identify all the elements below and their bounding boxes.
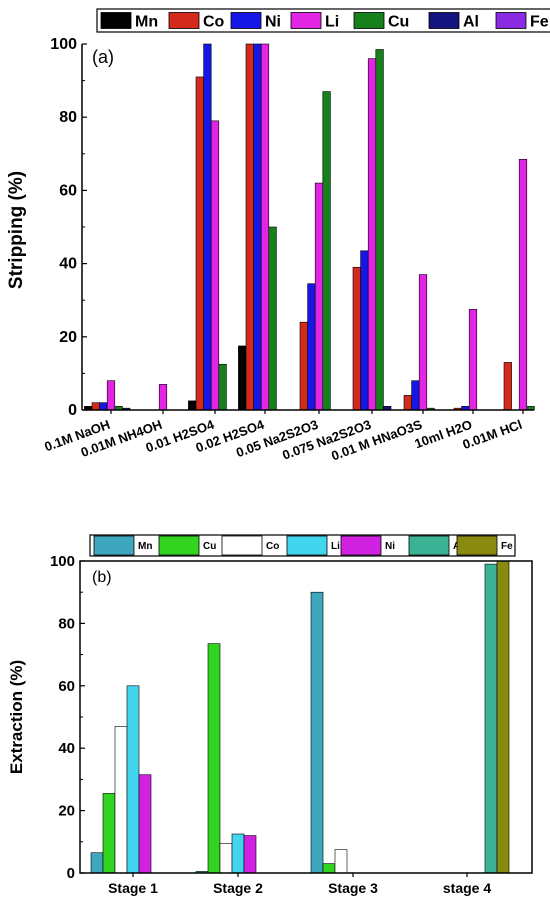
x-tick-label: Stage 1 bbox=[108, 880, 158, 896]
bar-ni-2 bbox=[243, 835, 257, 874]
legend-label-mn: Mn bbox=[135, 13, 158, 30]
x-tick-label: Stage 3 bbox=[328, 880, 378, 896]
bar-co-3 bbox=[195, 76, 204, 411]
bar-mn-1 bbox=[90, 852, 104, 874]
legend: MnCuCoLiNiAlFe bbox=[89, 534, 516, 557]
bar-li-6 bbox=[367, 58, 377, 411]
bar-fe-4 bbox=[496, 560, 510, 874]
y-tick-label: 40 bbox=[58, 740, 75, 757]
y-axis-title: Extraction (%) bbox=[7, 660, 26, 774]
legend-swatch-co bbox=[168, 12, 200, 29]
bar-li-5 bbox=[314, 182, 324, 411]
bar-co-1 bbox=[91, 402, 100, 411]
bar-li-4 bbox=[260, 43, 270, 411]
bar-cu-3 bbox=[322, 863, 336, 874]
bar-li-8 bbox=[468, 309, 478, 411]
bar-li-9 bbox=[518, 158, 528, 411]
legend-label-fe: Fe bbox=[530, 13, 549, 30]
y-tick-label: 20 bbox=[58, 803, 75, 820]
bar-ni-6 bbox=[360, 250, 369, 411]
legend-swatch-mn bbox=[93, 535, 135, 556]
bar-ni-1 bbox=[99, 402, 108, 411]
bar-cu-4 bbox=[268, 226, 277, 411]
legend-swatch-cu bbox=[158, 535, 200, 556]
x-tick-label: stage 4 bbox=[443, 880, 491, 896]
x-tick-label: Stage 2 bbox=[213, 880, 263, 896]
bar-cu-3 bbox=[218, 363, 227, 411]
legend-swatch-fe bbox=[495, 12, 527, 29]
legend-label-cu: Cu bbox=[203, 541, 216, 552]
y-tick-label: 100 bbox=[50, 36, 77, 53]
legend-label-mn: Mn bbox=[138, 541, 152, 552]
legend-box bbox=[96, 8, 550, 33]
bar-cu-2 bbox=[207, 643, 221, 874]
legend-swatch-li bbox=[290, 12, 322, 29]
y-tick-label: 40 bbox=[59, 256, 77, 273]
panel-label: (b) bbox=[92, 569, 112, 586]
y-tick-label: 60 bbox=[58, 678, 75, 695]
legend-swatch-li bbox=[286, 535, 328, 556]
legend-swatch-al bbox=[408, 535, 450, 556]
legend-swatch-ni bbox=[230, 12, 262, 29]
bar-co-3 bbox=[334, 849, 348, 874]
bar-co-1 bbox=[114, 726, 128, 874]
panel-label: (a) bbox=[92, 47, 114, 67]
legend: Mn Co Ni Li Cu Al Fe bbox=[96, 8, 550, 33]
legend-label-li: Li bbox=[325, 13, 339, 30]
legend-label-co: Co bbox=[266, 541, 279, 552]
y-axis-title: Stripping (%) bbox=[6, 171, 27, 289]
legend-label-co: Co bbox=[203, 13, 225, 30]
legend-label-fe: Fe bbox=[501, 541, 513, 552]
y-tick-label: 0 bbox=[68, 402, 77, 419]
bar-li-2 bbox=[158, 384, 168, 411]
bar-co-7 bbox=[403, 395, 412, 411]
legend-swatch-co bbox=[221, 535, 263, 556]
bar-co-4 bbox=[245, 43, 254, 411]
legend-swatch-cu bbox=[353, 12, 385, 29]
bar-ni-5 bbox=[307, 283, 316, 411]
bar-li-1 bbox=[106, 380, 116, 411]
y-tick-label: 80 bbox=[58, 615, 75, 632]
y-tick-label: 80 bbox=[59, 109, 77, 126]
y-tick-label: 20 bbox=[59, 329, 77, 346]
bar-al-4 bbox=[484, 563, 498, 874]
chart-panel-b: 0 20 40 60 80 100 Stage 1 Stage 2 Stage 3 stage 4… bbox=[7, 534, 533, 896]
legend-label-ni: Ni bbox=[265, 13, 281, 30]
legend-label-al: Al bbox=[463, 13, 479, 30]
bar-co-5 bbox=[299, 321, 308, 411]
bar-cu-5 bbox=[322, 91, 331, 411]
legend-label-cu: Cu bbox=[388, 13, 409, 30]
y-tick-label: 60 bbox=[59, 182, 77, 199]
legend-swatch-fe bbox=[456, 535, 498, 556]
bar-cu-1 bbox=[102, 793, 116, 874]
y-tick-label: 0 bbox=[67, 865, 75, 882]
legend-label-li: Li bbox=[331, 541, 340, 552]
bar-mn-4 bbox=[238, 345, 247, 411]
bar-li-1 bbox=[126, 685, 140, 874]
bar-mn-3 bbox=[188, 400, 197, 411]
bar-co-9 bbox=[503, 362, 512, 411]
legend-label-ni: Ni bbox=[385, 541, 395, 552]
bar-cu-6 bbox=[375, 49, 384, 411]
y-tick-label: 100 bbox=[50, 553, 75, 570]
legend-swatch-mn bbox=[100, 12, 132, 29]
legend-swatch-al bbox=[428, 12, 460, 29]
bar-mn-3 bbox=[310, 591, 324, 874]
legend-swatch-ni bbox=[340, 535, 382, 556]
bar-li-3 bbox=[210, 120, 220, 411]
bar-li-7 bbox=[418, 274, 428, 411]
bar-ni-7 bbox=[411, 380, 420, 411]
bar-co-6 bbox=[352, 266, 361, 411]
bar-co-2 bbox=[219, 843, 233, 874]
bar-ni-1 bbox=[138, 774, 152, 874]
bar-ni-3 bbox=[203, 43, 212, 411]
bar-li-2 bbox=[231, 833, 245, 874]
bar-ni-4 bbox=[253, 43, 262, 411]
